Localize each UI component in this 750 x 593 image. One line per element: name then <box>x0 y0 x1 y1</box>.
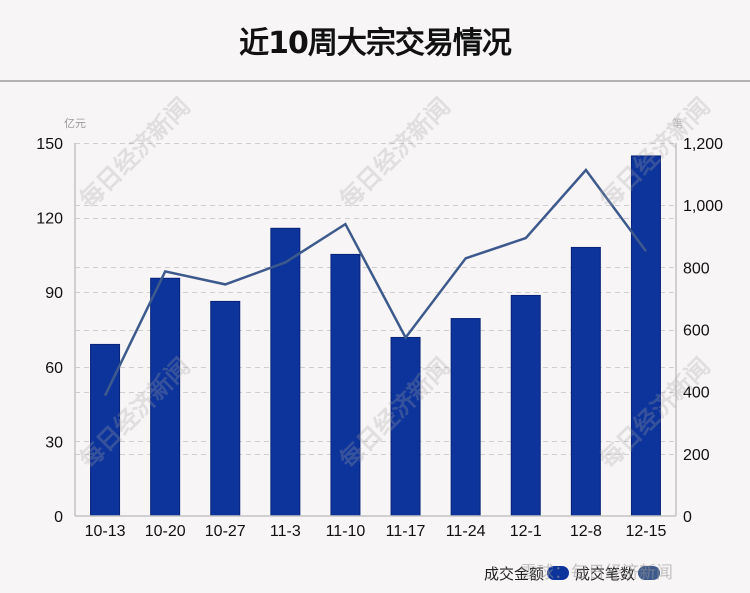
legend-marker-bar-icon <box>547 566 570 580</box>
right-tick-label: 400 <box>683 385 710 402</box>
line-series-count <box>103 168 648 397</box>
legend-item-count[interactable]: 成交笔数 <box>575 563 661 584</box>
left-tick-label: 30 <box>45 434 63 451</box>
legend-marker-line-icon <box>638 566 661 580</box>
x-tick-label: 11-24 <box>446 523 486 540</box>
x-tick-label: 10-27 <box>205 523 246 540</box>
x-axis-ticks: 10-13 10-20 10-27 11-3 11-10 11-17 11-24 12-1 12… <box>85 523 667 540</box>
bar-10-13[interactable] <box>90 343 121 517</box>
left-tick-label: 0 <box>54 509 63 526</box>
left-tick-label: 120 <box>36 211 63 228</box>
x-tick-label: 12-1 <box>510 523 542 540</box>
right-tick-label: 200 <box>683 447 710 464</box>
left-axis-unit: 亿元 <box>64 117 86 130</box>
chart-title: 近10周大宗交易情况 <box>239 26 512 61</box>
bar-12-8[interactable] <box>570 246 601 517</box>
right-tick-label: 600 <box>683 323 710 340</box>
bar-10-20[interactable] <box>150 277 181 517</box>
legend-item-amount[interactable]: 成交金额 <box>484 563 570 584</box>
left-axis-ticks: 0 30 60 90 120 150 <box>36 136 63 526</box>
x-tick-label: 11-3 <box>270 523 301 540</box>
bar-11-10[interactable] <box>330 253 361 517</box>
right-tick-label: 1,200 <box>683 136 723 153</box>
legend-label-amount: 成交金额 <box>484 564 545 583</box>
bar-11-17[interactable] <box>390 336 421 517</box>
bar-12-15[interactable] <box>630 155 661 517</box>
x-tick-label: 10-13 <box>85 523 126 540</box>
left-tick-label: 150 <box>36 136 63 153</box>
right-tick-label: 0 <box>683 509 692 526</box>
x-tick-label: 11-17 <box>386 523 426 540</box>
right-axis-unit: 笔 <box>672 117 683 130</box>
title-divider <box>0 80 750 82</box>
legend-label-count: 成交笔数 <box>575 564 636 583</box>
bar-series-amount <box>90 155 661 517</box>
right-tick-label: 1,000 <box>683 198 723 215</box>
left-tick-label: 90 <box>45 285 63 302</box>
chart-legend: 成交金额 成交笔数 <box>484 562 661 584</box>
right-tick-label: 800 <box>683 260 710 277</box>
bar-11-3[interactable] <box>270 227 301 517</box>
x-tick-label: 12-15 <box>625 523 666 540</box>
bar-10-27[interactable] <box>210 300 241 517</box>
x-tick-label: 10-20 <box>145 523 186 540</box>
bar-11-24[interactable] <box>450 318 481 517</box>
x-tick-label: 11-10 <box>326 523 366 540</box>
left-tick-label: 60 <box>45 360 63 377</box>
x-tick-label: 12-8 <box>570 523 602 540</box>
bar-12-1[interactable] <box>510 294 541 517</box>
right-axis-ticks: 0 200 400 600 800 1,000 1,200 <box>683 136 723 526</box>
